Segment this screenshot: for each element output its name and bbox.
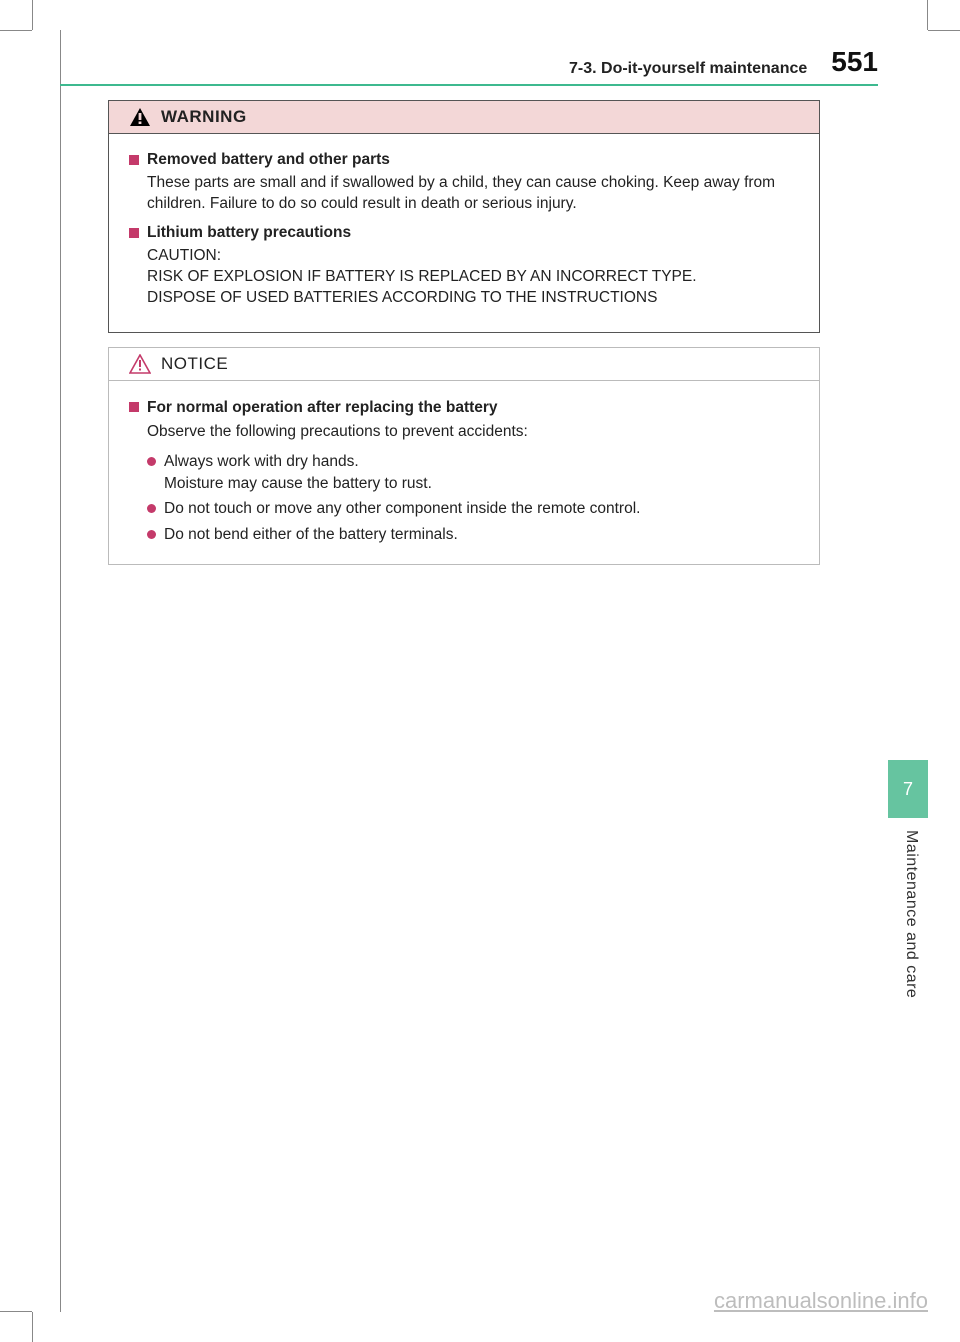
warning-item-body: CAUTION: RISK OF EXPLOSION IF BATTERY IS… <box>147 246 799 309</box>
notice-triangle-icon <box>129 354 151 374</box>
chapter-tab: 7 <box>888 760 928 818</box>
warning-line: DISPOSE OF USED BATTERIES ACCORDING TO T… <box>147 288 799 309</box>
notice-body: For normal operation after replacing the… <box>109 381 819 563</box>
warning-item: Removed battery and other parts <box>129 150 799 171</box>
square-bullet-icon <box>129 155 139 165</box>
notice-box: NOTICE For normal operation after replac… <box>108 347 820 564</box>
page-header: 7-3. Do-it-yourself maintenance 551 <box>60 56 878 86</box>
bullet-text: Do not bend either of the battery termin… <box>164 524 458 546</box>
watermark: carmanualsonline.info <box>714 1288 928 1314</box>
notice-bullet: Do not touch or move any other component… <box>147 498 799 520</box>
crop-mark <box>0 1311 32 1312</box>
crop-mark <box>32 0 33 30</box>
notice-heading: For normal operation after replacing the… <box>147 397 498 419</box>
notice-header: NOTICE <box>109 348 819 381</box>
warning-item: Lithium battery precautions <box>129 223 799 244</box>
crop-mark <box>32 1312 33 1342</box>
warning-box: WARNING Removed battery and other parts … <box>108 100 820 333</box>
dot-bullet-icon <box>147 504 156 513</box>
crop-mark <box>0 30 32 31</box>
notice-bullet: Do not bend either of the battery termin… <box>147 524 799 546</box>
warning-item-heading: Removed battery and other parts <box>147 150 390 171</box>
warning-line: CAUTION: <box>147 246 799 267</box>
bullet-text: Do not touch or move any other component… <box>164 498 640 520</box>
dot-bullet-icon <box>147 530 156 539</box>
bullet-text: Always work with dry hands. <box>164 451 359 473</box>
warning-line: RISK OF EXPLOSION IF BATTERY IS REPLACED… <box>147 267 799 288</box>
page-number: 551 <box>831 46 878 78</box>
square-bullet-icon <box>129 228 139 238</box>
dot-bullet-icon <box>147 457 156 466</box>
chapter-number: 7 <box>903 779 913 800</box>
margin-line <box>60 30 61 1312</box>
warning-item-body: These parts are small and if swallowed b… <box>147 173 799 215</box>
crop-mark <box>927 0 928 30</box>
warning-triangle-icon <box>129 107 151 127</box>
notice-heading-row: For normal operation after replacing the… <box>129 397 799 419</box>
crop-mark <box>928 30 960 31</box>
section-label: 7-3. Do-it-yourself maintenance <box>569 60 807 78</box>
warning-title: WARNING <box>161 107 247 127</box>
warning-body: Removed battery and other parts These pa… <box>109 134 819 332</box>
bullet-subtext: Moisture may cause the battery to rust. <box>164 473 799 495</box>
square-bullet-icon <box>129 402 139 412</box>
notice-title: NOTICE <box>161 354 228 374</box>
notice-bullet: Always work with dry hands. <box>147 451 799 473</box>
notice-intro: Observe the following precautions to pre… <box>147 421 799 443</box>
warning-header: WARNING <box>109 101 819 134</box>
warning-item-heading: Lithium battery precautions <box>147 223 351 244</box>
chapter-label: Maintenance and care <box>902 830 920 998</box>
